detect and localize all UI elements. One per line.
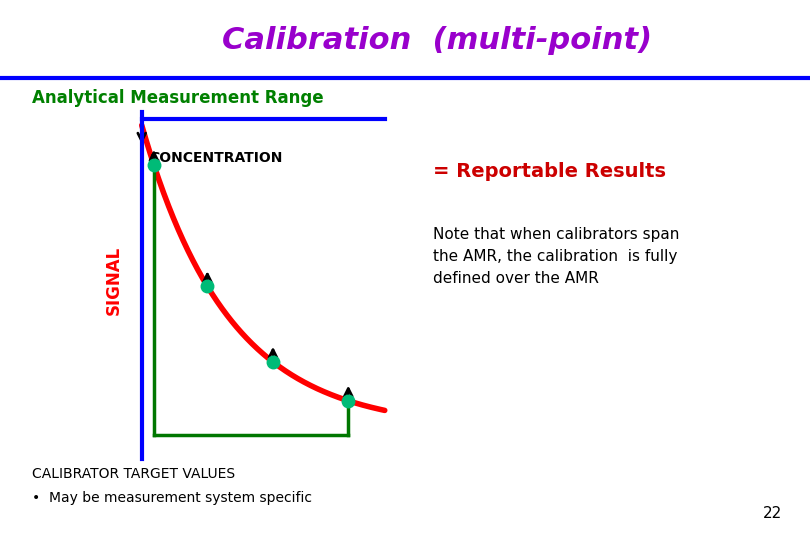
Text: SIGNAL: SIGNAL: [104, 246, 123, 315]
Text: Analytical Measurement Range: Analytical Measurement Range: [32, 89, 324, 107]
Text: CONCENTRATION: CONCENTRATION: [150, 151, 284, 165]
Text: Calibration  (multi-point): Calibration (multi-point): [222, 26, 653, 55]
Text: CALIBRATOR TARGET VALUES: CALIBRATOR TARGET VALUES: [32, 467, 236, 481]
Text: Note that when calibrators span
the AMR, the calibration  is fully
defined over : Note that when calibrators span the AMR,…: [433, 227, 680, 286]
Text: 22: 22: [762, 506, 782, 521]
Text: = Reportable Results: = Reportable Results: [433, 162, 667, 181]
Text: •  May be measurement system specific: • May be measurement system specific: [32, 491, 313, 505]
